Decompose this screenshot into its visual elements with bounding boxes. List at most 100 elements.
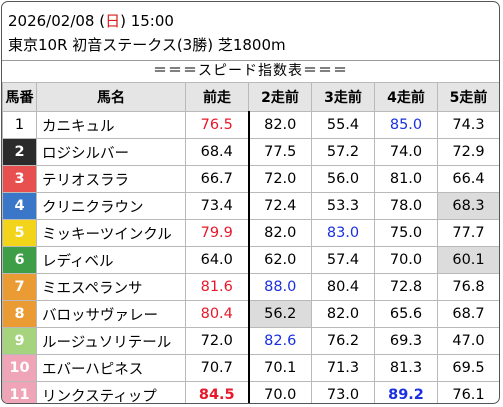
speed-index-cell: 76.1 — [437, 381, 499, 403]
speed-index-cell: 55.4 — [311, 111, 375, 139]
speed-index-cell: 56.0 — [311, 165, 375, 193]
speed-index-table: 馬番 馬名 前走 2走前 3走前 4走前 5走前 1 カニキュル 76.5 82.0 5… — [2, 82, 499, 403]
speed-index-cell: 65.6 — [374, 300, 438, 328]
race-info: 東京10R 初音ステークス(3勝) 芝1800m — [8, 36, 286, 54]
horse-name: ミッキーツインクル — [36, 219, 186, 247]
speed-index-cell: 70.0 — [374, 246, 438, 274]
speed-index-cell: 76.8 — [437, 273, 499, 301]
speed-index-cell: 81.3 — [374, 354, 438, 382]
table-title: ＝＝＝スピード指数表＝＝＝ — [2, 60, 499, 82]
table-row: 9 ルージュソリテール 72.0 82.6 76.2 69.3 47.0 — [2, 327, 499, 355]
table-row: 11 リンクスティップ 84.5 70.0 73.0 89.2 76.1 — [2, 381, 499, 403]
horse-number: 5 — [2, 219, 37, 247]
speed-index-cell: 68.3 — [437, 192, 499, 220]
speed-index-cell: 81.0 — [374, 165, 438, 193]
speed-index-cell: 57.2 — [311, 138, 375, 166]
horse-number: 11 — [2, 381, 37, 403]
speed-index-cell: 68.7 — [437, 300, 499, 328]
speed-index-cell: 69.5 — [437, 354, 499, 382]
speed-index-cell: 74.0 — [374, 138, 438, 166]
table-row: 7 ミエスペランサ 81.6 88.0 80.4 72.8 76.8 — [2, 273, 499, 301]
speed-index-cell: 66.4 — [437, 165, 499, 193]
horse-name: バロッサヴァレー — [36, 300, 186, 328]
speed-index-cell: 72.0 — [248, 165, 312, 193]
speed-index-cell: 53.3 — [311, 192, 375, 220]
speed-index-cell: 70.0 — [248, 381, 312, 403]
horse-number: 1 — [2, 111, 37, 139]
speed-index-cell: 82.0 — [248, 111, 312, 139]
speed-index-cell: 60.1 — [437, 246, 499, 274]
speed-index-cell: 64.0 — [185, 246, 250, 274]
speed-index-cell: 69.3 — [374, 327, 438, 355]
horse-number: 8 — [2, 300, 37, 328]
speed-index-cell: 79.9 — [185, 219, 250, 247]
table-row: 8 バロッサヴァレー 80.4 56.2 82.0 65.6 68.7 — [2, 300, 499, 328]
weekday-text: 日 — [105, 12, 121, 30]
horse-name: カニキュル — [36, 111, 186, 139]
speed-index-cell: 78.0 — [374, 192, 438, 220]
col-header-horse-name: 馬名 — [36, 82, 186, 112]
horse-name: エバーハピネス — [36, 354, 186, 382]
col-header-5-races-ago: 5走前 — [437, 82, 499, 112]
race-datetime: 2026/02/08 (日) 15:00 — [8, 10, 174, 31]
col-header-last-race: 前走 — [185, 82, 249, 112]
speed-index-cell: 62.0 — [248, 246, 312, 274]
time-text: ) 15:00 — [120, 12, 174, 30]
speed-index-cell: 72.0 — [185, 327, 250, 355]
speed-index-cell: 82.6 — [248, 327, 312, 355]
col-header-3-races-ago: 3走前 — [311, 82, 375, 112]
date-text: 2026/02/08 ( — [8, 12, 106, 30]
col-header-4-races-ago: 4走前 — [374, 82, 438, 112]
col-header-2-races-ago: 2走前 — [248, 82, 312, 112]
horse-number: 6 — [2, 246, 37, 274]
speed-index-cell: 76.5 — [185, 111, 250, 139]
speed-index-cell: 73.0 — [311, 381, 375, 403]
speed-index-cell: 76.2 — [311, 327, 375, 355]
table-row: 3 テリオスララ 66.7 72.0 56.0 81.0 66.4 — [2, 165, 499, 193]
speed-index-cell: 74.3 — [437, 111, 499, 139]
speed-index-cell: 81.6 — [185, 273, 250, 301]
horse-name: ルージュソリテール — [36, 327, 186, 355]
speed-index-cell: 82.0 — [248, 219, 312, 247]
speed-index-cell: 85.0 — [374, 111, 438, 139]
horse-number: 7 — [2, 273, 37, 301]
horse-name: リンクスティップ — [36, 381, 186, 403]
speed-index-cell: 70.7 — [185, 354, 250, 382]
speed-index-cell: 47.0 — [437, 327, 499, 355]
table-row: 2 ロジシルバー 68.4 77.5 57.2 74.0 72.9 — [2, 138, 499, 166]
horse-name: ミエスペランサ — [36, 273, 186, 301]
horse-number: 10 — [2, 354, 37, 382]
horse-name: ロジシルバー — [36, 138, 186, 166]
speed-index-cell: 68.4 — [185, 138, 250, 166]
horse-name: クリニクラウン — [36, 192, 186, 220]
horse-name: レディベル — [36, 246, 186, 274]
speed-index-cell: 57.4 — [311, 246, 375, 274]
speed-index-cell: 80.4 — [311, 273, 375, 301]
table-row: 4 クリニクラウン 73.4 72.4 53.3 78.0 68.3 — [2, 192, 499, 220]
speed-index-cell: 89.2 — [374, 381, 438, 403]
speed-index-cell: 80.4 — [185, 300, 250, 328]
horse-name: テリオスララ — [36, 165, 186, 193]
speed-index-cell: 71.3 — [311, 354, 375, 382]
speed-index-cell: 84.5 — [185, 381, 250, 403]
table-row: 5 ミッキーツインクル 79.9 82.0 83.0 75.0 77.7 — [2, 219, 499, 247]
speed-index-cell: 70.1 — [248, 354, 312, 382]
col-header-number: 馬番 — [2, 82, 37, 112]
speed-index-cell: 77.5 — [248, 138, 312, 166]
speed-index-cell: 82.0 — [311, 300, 375, 328]
horse-number: 4 — [2, 192, 37, 220]
speed-index-cell: 75.0 — [374, 219, 438, 247]
speed-index-cell: 72.4 — [248, 192, 312, 220]
table-header-row: 馬番 馬名 前走 2走前 3走前 4走前 5走前 — [2, 82, 499, 112]
table-row: 10 エバーハピネス 70.7 70.1 71.3 81.3 69.5 — [2, 354, 499, 382]
horse-number: 2 — [2, 138, 37, 166]
speed-index-cell: 77.7 — [437, 219, 499, 247]
horse-number: 3 — [2, 165, 37, 193]
speed-index-cell: 83.0 — [311, 219, 375, 247]
speed-index-cell: 66.7 — [185, 165, 250, 193]
table-row: 6 レディベル 64.0 62.0 57.4 70.0 60.1 — [2, 246, 499, 274]
horse-number: 9 — [2, 327, 37, 355]
table-row: 1 カニキュル 76.5 82.0 55.4 85.0 74.3 — [2, 111, 499, 139]
speed-index-cell: 73.4 — [185, 192, 250, 220]
